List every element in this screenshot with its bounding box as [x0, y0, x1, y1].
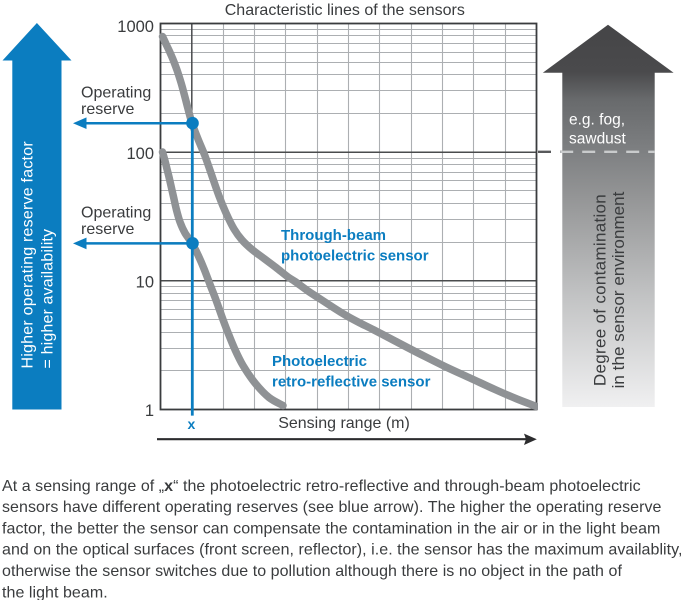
svg-text:Through-beam: Through-beam [281, 227, 386, 244]
svg-text:sensors have different operati: sensors have different operating reserve… [2, 499, 662, 516]
svg-text:1: 1 [145, 402, 154, 420]
svg-text:Operating: Operating [81, 85, 151, 102]
svg-text:retro-reflective sensor: retro-reflective sensor [272, 373, 431, 390]
svg-text:factor, the better the sensor: factor, the better the sensor can compen… [2, 520, 660, 537]
svg-text:Photoelectric: Photoelectric [272, 353, 367, 370]
svg-text:otherwise the sensor switches: otherwise the sensor switches due to pol… [2, 563, 622, 580]
svg-text:in the sensor environment: in the sensor environment [609, 191, 628, 388]
svg-text:10: 10 [136, 274, 154, 292]
svg-text:Operating: Operating [81, 205, 151, 222]
svg-text:At a sensing range of „x“ the: At a sensing range of „x“ the photoelect… [2, 478, 641, 495]
svg-text:Characteristic lines of the se: Characteristic lines of the sensors [225, 2, 465, 19]
svg-text:reserve: reserve [81, 221, 134, 238]
svg-text:reserve: reserve [81, 101, 134, 118]
svg-text:Degree of contamination: Degree of contamination [591, 194, 610, 386]
svg-text:and on the optical surfaces (f: and on the optical surfaces (front scree… [2, 542, 683, 559]
svg-text:sawdust: sawdust [569, 130, 627, 147]
svg-text:Sensing range (m): Sensing range (m) [278, 415, 410, 432]
svg-text:1000: 1000 [117, 18, 154, 36]
svg-text:Higher operating reserve facto: Higher operating reserve factor [20, 141, 37, 369]
svg-text:100: 100 [126, 145, 154, 163]
svg-text:photoelectric sensor: photoelectric sensor [281, 247, 429, 264]
svg-text:the light beam.: the light beam. [2, 584, 108, 600]
svg-text:x: x [188, 416, 196, 432]
svg-text:e.g. fog,: e.g. fog, [569, 112, 625, 129]
svg-text:= higher availability: = higher availability [40, 229, 57, 369]
